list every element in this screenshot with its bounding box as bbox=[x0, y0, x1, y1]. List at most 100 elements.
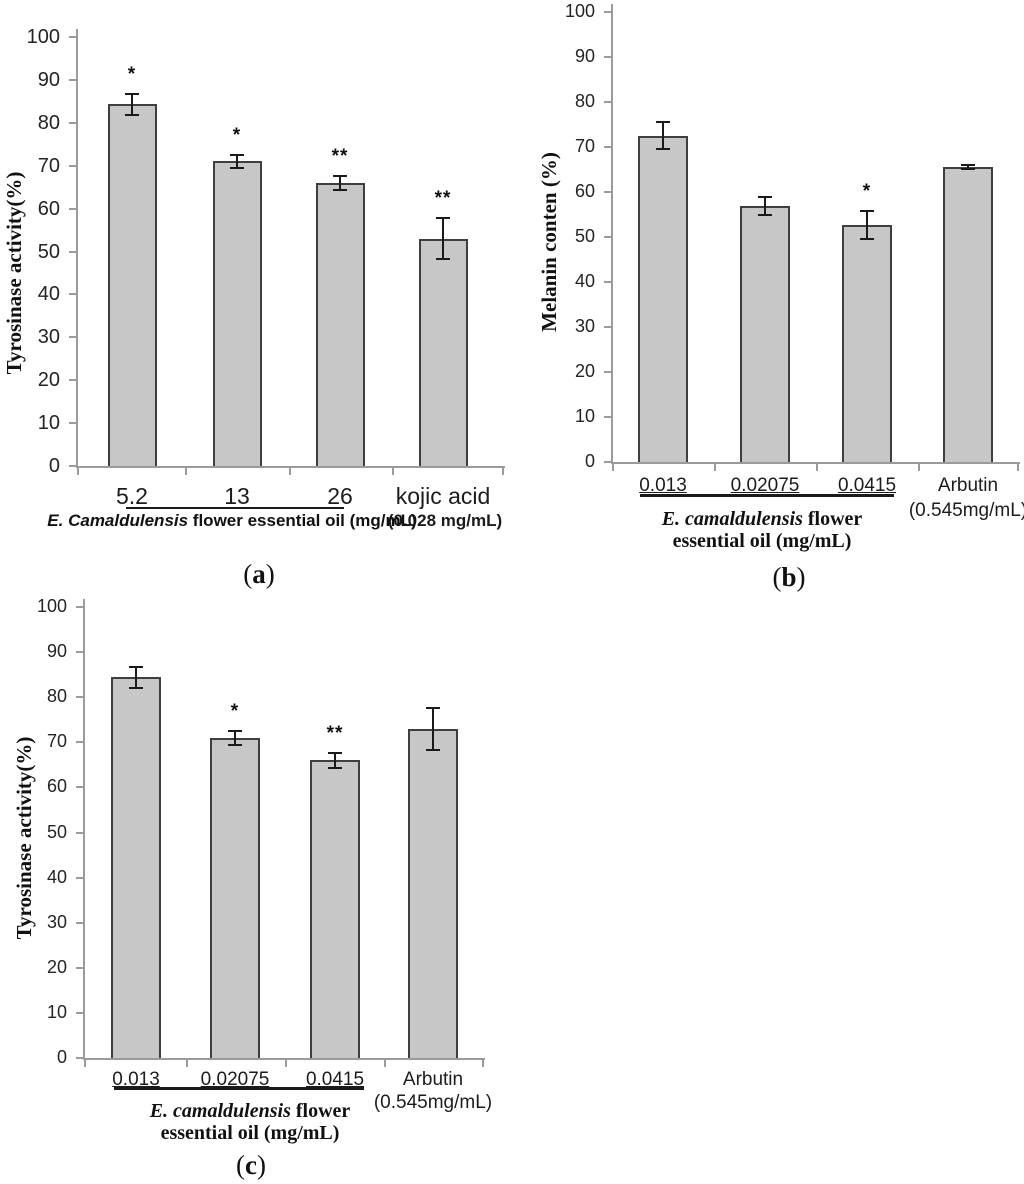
y-tick-label: 100 bbox=[36, 596, 67, 616]
y-tick-mark bbox=[69, 36, 77, 38]
x-tick-mark bbox=[714, 464, 716, 471]
caption-text: ) bbox=[256, 1150, 266, 1180]
error-bar-cap bbox=[328, 752, 342, 755]
y-tick-mark bbox=[604, 461, 612, 463]
group-underline bbox=[640, 494, 894, 497]
significance-star: ** bbox=[331, 145, 349, 167]
caption-text: b bbox=[781, 562, 797, 592]
category-label: 0.0415 bbox=[837, 475, 897, 496]
y-tick-label: 40 bbox=[46, 866, 67, 887]
category-label: 26 bbox=[327, 483, 353, 509]
error-bar bbox=[135, 666, 137, 689]
error-bar-cap bbox=[961, 164, 975, 167]
y-tick-mark bbox=[69, 207, 77, 210]
x-tick-mark bbox=[384, 1060, 386, 1067]
y-tick-label: 50 bbox=[46, 821, 67, 842]
error-bar-cap bbox=[758, 195, 772, 198]
y-tick-label: 10 bbox=[46, 1001, 67, 1022]
error-bar-cap bbox=[230, 166, 244, 169]
error-bar-cap bbox=[129, 687, 143, 690]
category-label: 0.013 bbox=[639, 475, 687, 496]
category-label: Arbutin bbox=[937, 475, 999, 496]
bar-0.013 bbox=[638, 135, 688, 462]
x-axis-title-line1: E. camaldulensis flower bbox=[512, 508, 1012, 531]
error-bar bbox=[236, 154, 238, 168]
y-tick-label: 70 bbox=[37, 154, 60, 177]
x-tick-mark bbox=[84, 1060, 86, 1067]
y-tick-mark bbox=[69, 164, 77, 167]
category-label: 5.2 bbox=[116, 483, 148, 509]
error-bar-cap bbox=[860, 209, 874, 212]
error-bar bbox=[131, 94, 133, 115]
error-bar-cap bbox=[333, 188, 347, 191]
bar-0.0415 bbox=[310, 760, 360, 1058]
bar-0.02075 bbox=[740, 205, 790, 462]
y-tick-label: 30 bbox=[46, 911, 67, 932]
caption-text: ) bbox=[265, 559, 275, 589]
caption-text: ( bbox=[236, 1150, 245, 1180]
error-bar-cap bbox=[328, 766, 342, 769]
x-tick-mark bbox=[288, 468, 291, 475]
x-tick-mark bbox=[612, 464, 614, 471]
significance-star: * bbox=[862, 180, 872, 202]
y-tick-label: 70 bbox=[574, 136, 595, 156]
y-tick-mark bbox=[604, 11, 612, 13]
x-axis-title-rest: flower bbox=[802, 508, 863, 530]
y-tick-label: 100 bbox=[26, 26, 60, 48]
error-bar bbox=[234, 730, 236, 745]
error-bar-cap bbox=[656, 148, 670, 151]
y-tick-label: 80 bbox=[574, 91, 595, 111]
y-tick-mark bbox=[69, 379, 77, 382]
y-tick-mark bbox=[76, 696, 84, 699]
y-tick-mark bbox=[76, 1057, 84, 1059]
x-tick-mark bbox=[502, 468, 504, 475]
bar-0.02075 bbox=[210, 737, 260, 1058]
x-axis-line bbox=[83, 1058, 485, 1060]
caption-text: ) bbox=[796, 562, 806, 592]
y-tick-mark bbox=[69, 121, 77, 124]
y-tick-mark bbox=[604, 101, 612, 103]
y-tick-label: 30 bbox=[574, 316, 595, 336]
error-bar bbox=[967, 165, 969, 170]
y-tick-label: 0 bbox=[56, 1047, 67, 1067]
error-bar-cap bbox=[961, 168, 975, 171]
category-label: Arbutin bbox=[402, 1069, 464, 1090]
y-axis-line bbox=[611, 4, 613, 464]
error-bar bbox=[866, 210, 868, 239]
y-tick-label: 0 bbox=[48, 455, 60, 477]
bar-kojic acid bbox=[418, 238, 468, 466]
y-tick-mark bbox=[76, 876, 84, 879]
y-tick-label: 50 bbox=[37, 240, 60, 263]
bar-Arbutin bbox=[408, 728, 458, 1058]
y-tick-label: 40 bbox=[574, 271, 595, 291]
x-axis-title-rest: flower bbox=[290, 1100, 351, 1122]
y-tick-label: 90 bbox=[46, 641, 67, 662]
error-bar-cap bbox=[436, 257, 450, 260]
x-axis-line bbox=[76, 466, 505, 468]
y-tick-label: 10 bbox=[574, 406, 595, 426]
y-tick-label: 30 bbox=[37, 326, 60, 349]
y-axis-line bbox=[76, 29, 78, 468]
species-name-italic: E. Camaldulensis bbox=[47, 511, 189, 530]
error-bar-cap bbox=[228, 729, 242, 732]
y-tick-label: 80 bbox=[46, 686, 67, 707]
category-label: 0.013 bbox=[112, 1069, 160, 1090]
error-bar bbox=[334, 753, 336, 768]
y-tick-label: 60 bbox=[37, 197, 60, 220]
error-bar-cap bbox=[125, 113, 139, 116]
y-tick-mark bbox=[69, 336, 77, 339]
x-tick-mark bbox=[917, 464, 920, 471]
y-tick-mark bbox=[69, 422, 77, 425]
error-bar-cap bbox=[426, 706, 440, 709]
caption-text: c bbox=[245, 1150, 257, 1180]
y-tick-mark bbox=[69, 465, 77, 467]
category-label: 0.02075 bbox=[730, 475, 800, 496]
y-tick-label: 100 bbox=[564, 1, 595, 21]
x-tick-mark bbox=[391, 468, 394, 475]
y-tick-mark bbox=[76, 831, 84, 834]
panel-caption-a: (a) bbox=[199, 559, 319, 590]
y-axis-line bbox=[83, 599, 85, 1060]
x-axis-title-line1: E. Camaldulensis flower essential oil (m… bbox=[0, 511, 482, 531]
error-bar bbox=[764, 196, 766, 215]
bar-0.0415 bbox=[842, 224, 892, 462]
